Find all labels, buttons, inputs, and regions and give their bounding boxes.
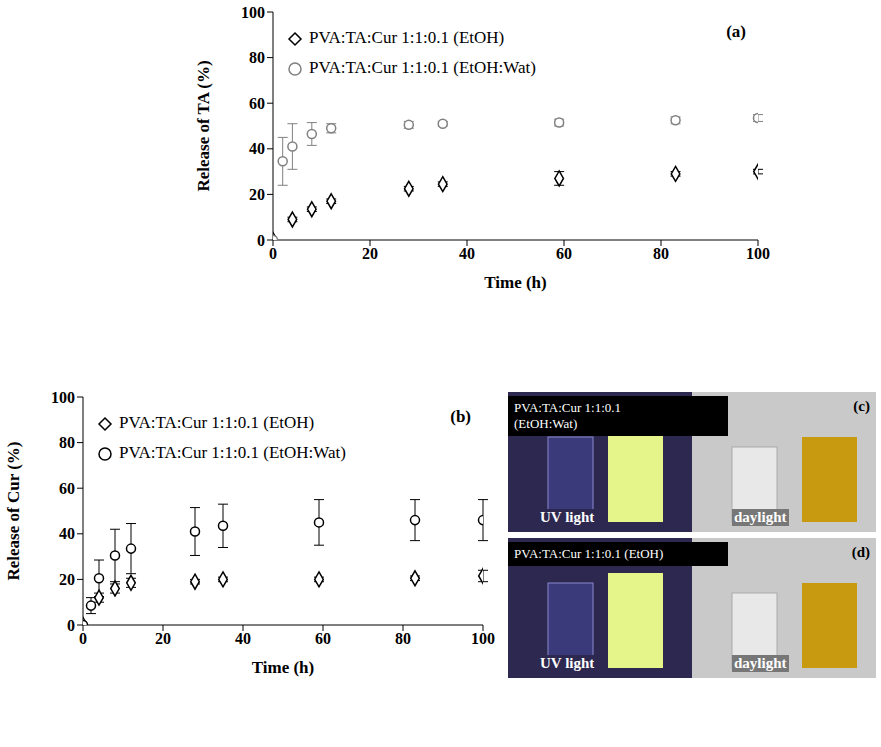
- html-text:UV light: UV light: [540, 655, 595, 671]
- html-text:PVA:TA:Cur 1:1:0.1 (EtOH): PVA:TA:Cur 1:1:0.1 (EtOH): [119, 413, 315, 432]
- html-text:daylight: daylight: [734, 509, 787, 525]
- svg-text:Release of TA (%): Release of TA (%): [194, 60, 213, 191]
- svg-text:Time (h): Time (h): [484, 273, 547, 292]
- svg-text:100: 100: [746, 245, 770, 262]
- html-text:(d): (d): [851, 544, 870, 560]
- html-text:PVA:TA:Cur 1:1:0.1 (EtOH:Wat): PVA:TA:Cur 1:1:0.1 (EtOH:Wat): [119, 443, 346, 462]
- svg-text:40: 40: [459, 245, 475, 262]
- svg-text:100: 100: [471, 630, 495, 647]
- svg-text:0: 0: [269, 245, 277, 262]
- html-text:PVA:TA:Cur 1:1:0.1 (EtOH:Wat): PVA:TA:Cur 1:1:0.1 (EtOH:Wat): [514, 400, 622, 431]
- svg-text:80: 80: [395, 630, 411, 647]
- svg-text:0: 0: [79, 630, 87, 647]
- html-text:(a): (a): [726, 22, 746, 41]
- svg-text:20: 20: [155, 630, 171, 647]
- svg-text:80: 80: [59, 434, 75, 451]
- html-text:PVA:TA:Cur 1:1:0.1 (EtOH:Wat): PVA:TA:Cur 1:1:0.1 (EtOH:Wat): [309, 58, 536, 77]
- svg-text:0: 0: [67, 617, 75, 634]
- svg-text:80: 80: [653, 245, 669, 262]
- svg-text:80: 80: [249, 49, 265, 66]
- svg-text:60: 60: [249, 95, 265, 112]
- svg-text:20: 20: [59, 571, 75, 588]
- svg-text:60: 60: [315, 630, 331, 647]
- svg-text:20: 20: [362, 245, 378, 262]
- html-text:UV light: UV light: [540, 509, 595, 525]
- svg-text:40: 40: [235, 630, 251, 647]
- svg-text:40: 40: [59, 525, 75, 542]
- html-text:(b): (b): [450, 407, 471, 426]
- svg-text:Release of Cur (%): Release of Cur (%): [4, 442, 23, 581]
- svg-text:60: 60: [59, 480, 75, 497]
- svg-text:60: 60: [556, 245, 572, 262]
- html-text:PVA:TA:Cur 1:1:0.1 (EtOH): PVA:TA:Cur 1:1:0.1 (EtOH): [309, 28, 505, 47]
- svg-text:100: 100: [241, 4, 265, 21]
- html-text:daylight: daylight: [734, 655, 787, 671]
- svg-text:40: 40: [249, 140, 265, 157]
- html-text:(c): (c): [853, 398, 870, 414]
- html-text:PVA:TA:Cur 1:1:0.1 (EtOH): PVA:TA:Cur 1:1:0.1 (EtOH): [514, 546, 664, 561]
- svg-text:20: 20: [249, 186, 265, 203]
- svg-text:Time (h): Time (h): [252, 658, 315, 677]
- svg-text:0: 0: [257, 232, 265, 249]
- svg-text:100: 100: [51, 389, 75, 406]
